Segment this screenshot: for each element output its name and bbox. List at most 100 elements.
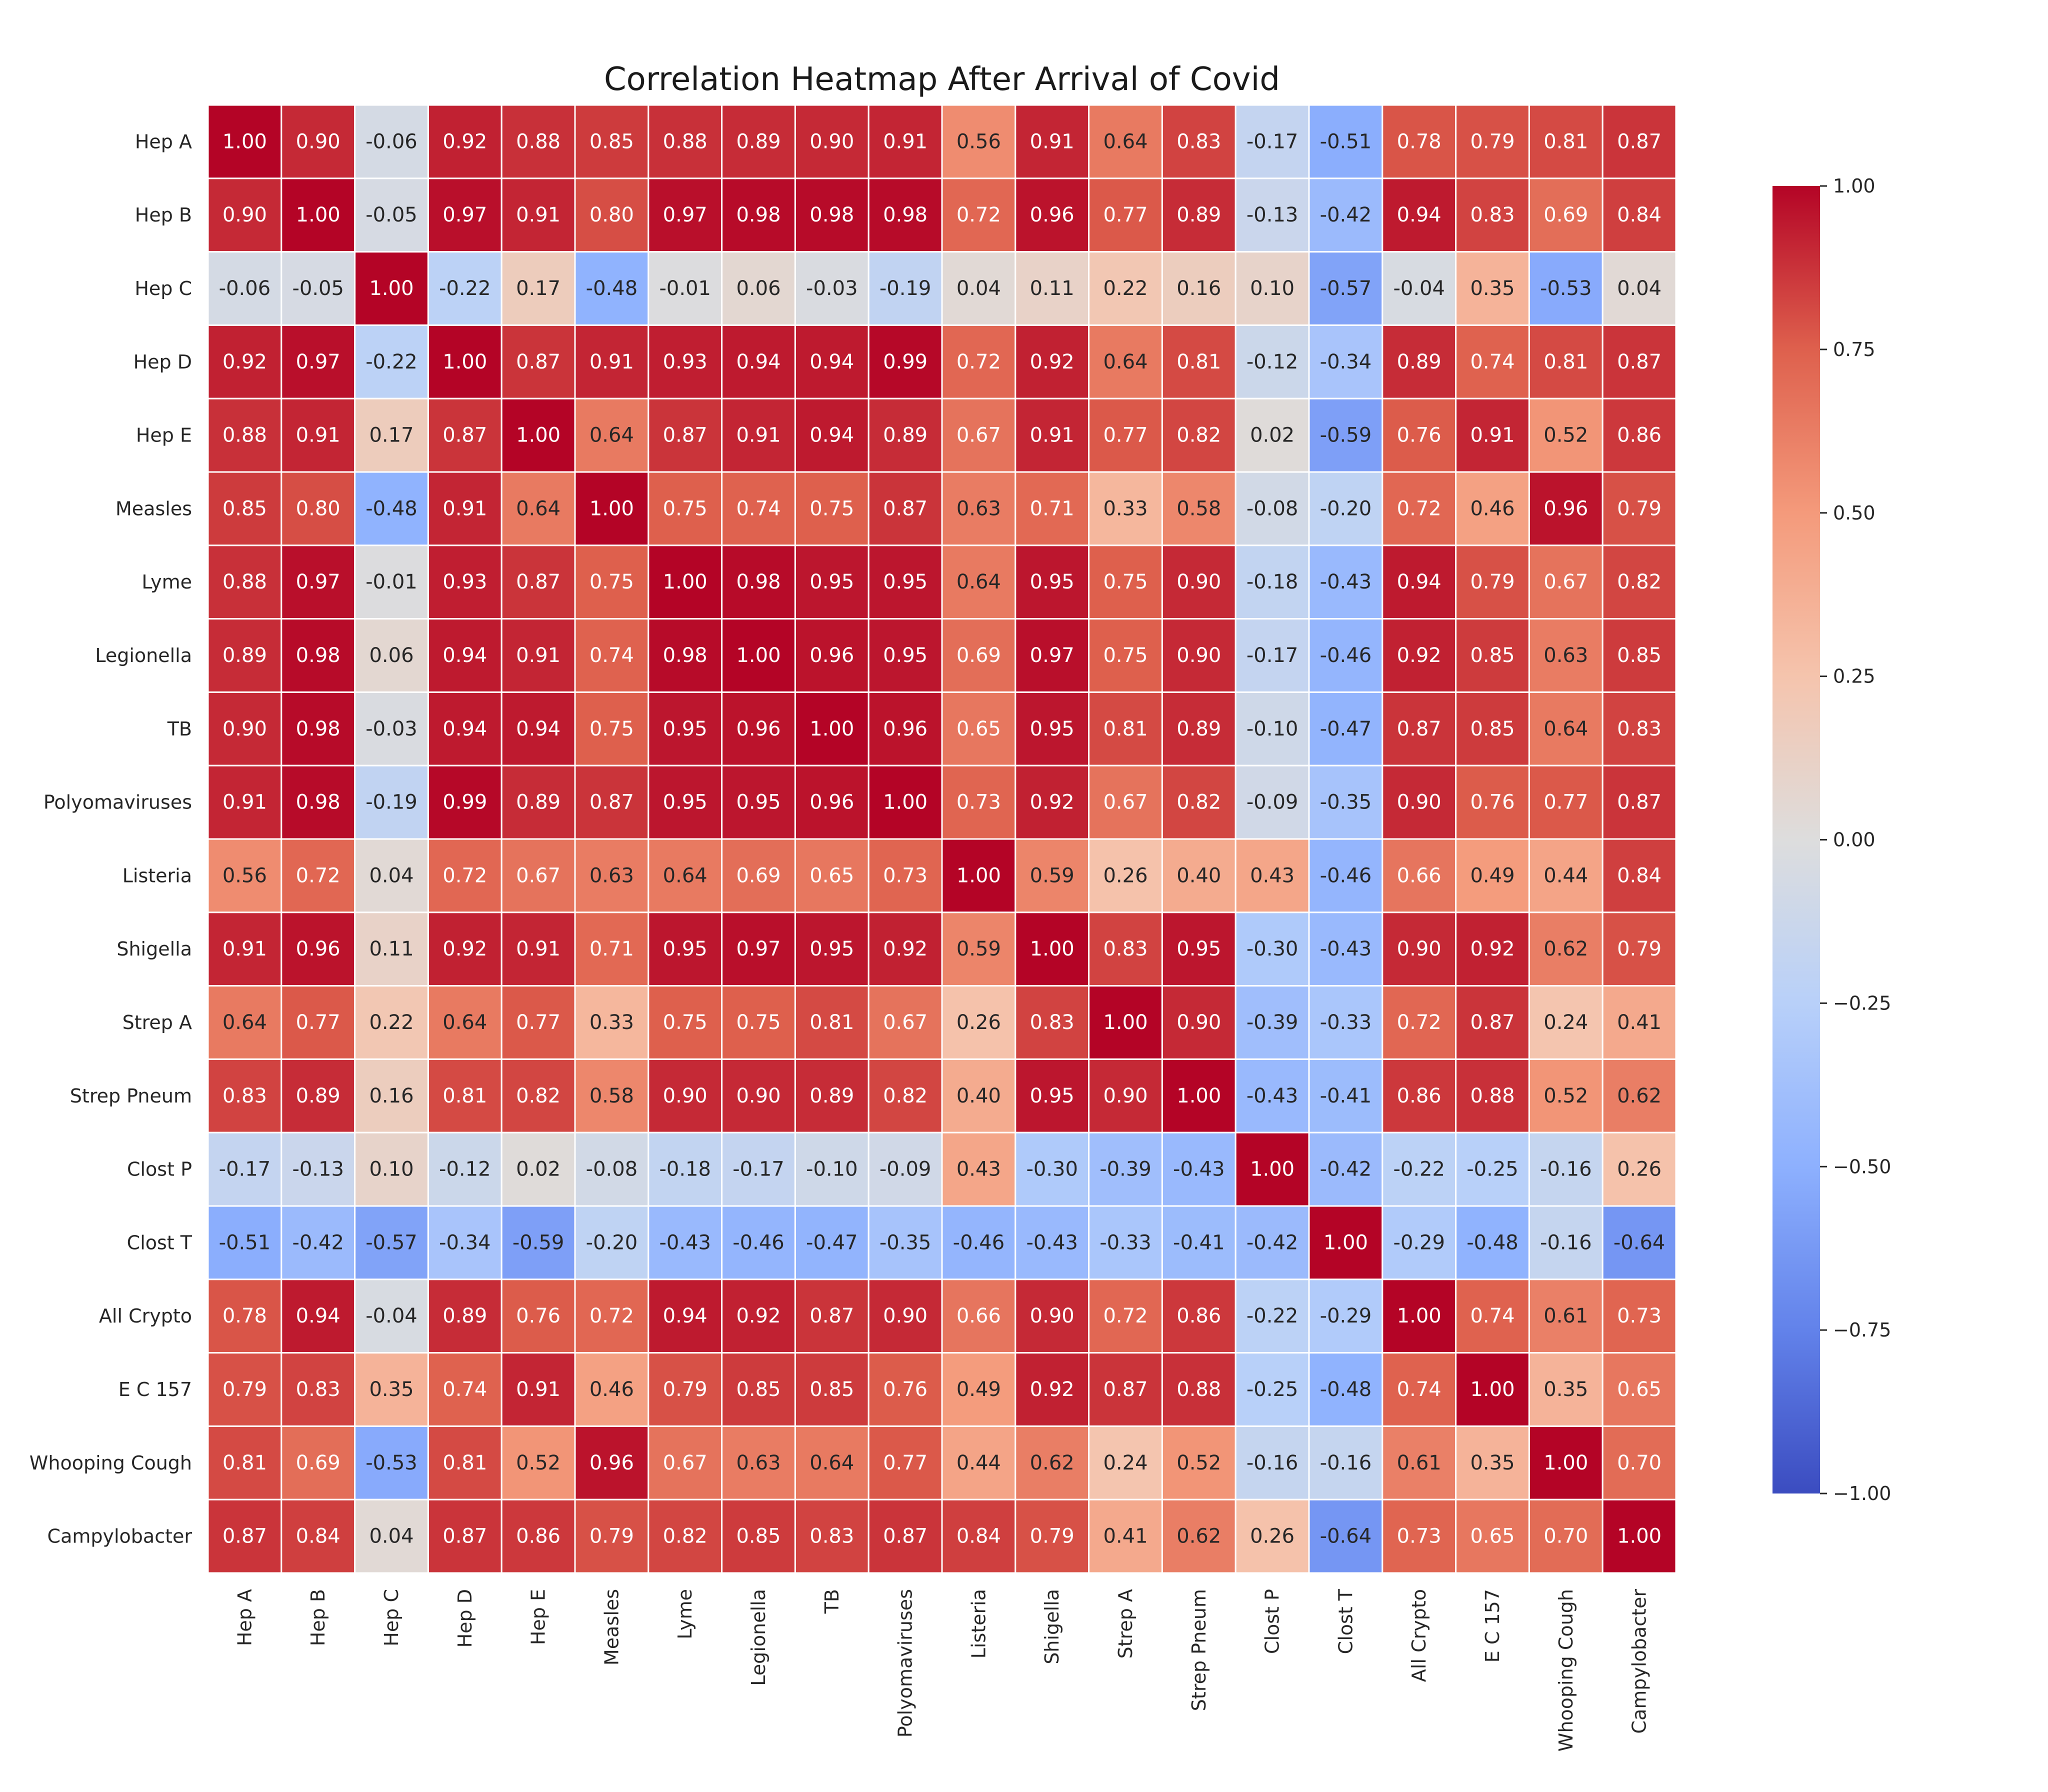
cell-label-measles-strep-a: 0.33 bbox=[1103, 497, 1148, 520]
cell-label-lyme-measles: 0.75 bbox=[590, 570, 634, 594]
cell-label-clost-t-hep-c: -0.57 bbox=[366, 1231, 418, 1254]
cell-label-listeria-tb: 0.65 bbox=[810, 864, 854, 887]
cell-label-e-c-157-hep-a: 0.79 bbox=[222, 1378, 267, 1401]
cell-label-clost-t-legionella: -0.46 bbox=[732, 1231, 784, 1254]
cell-label-strep-a-tb: 0.81 bbox=[810, 1011, 854, 1034]
cell-measles-listeria bbox=[941, 471, 1016, 546]
cell-label-clost-p-measles: -0.08 bbox=[586, 1158, 638, 1181]
cell-label-strep-pneum-tb: 0.89 bbox=[810, 1084, 854, 1108]
cell-e-c-157-legionella bbox=[721, 1352, 796, 1427]
cell-label-clost-p-lyme: -0.18 bbox=[659, 1158, 711, 1181]
cell-label-hep-a-clost-t: -0.51 bbox=[1320, 130, 1372, 153]
cell-campylobacter-hep-b bbox=[280, 1498, 356, 1574]
cell-label-legionella-hep-d: 0.94 bbox=[442, 644, 487, 667]
cell-strep-pneum-strep-a bbox=[1088, 1058, 1163, 1134]
cell-clost-p-hep-e bbox=[500, 1132, 576, 1207]
cell-hep-e-lyme bbox=[648, 398, 723, 473]
cell-lyme-legionella bbox=[721, 544, 796, 620]
cell-e-c-157-campylobacter bbox=[1602, 1352, 1677, 1427]
cell-hep-c-clost-t bbox=[1308, 251, 1384, 326]
cell-label-all-crypto-tb: 0.87 bbox=[810, 1304, 854, 1328]
cell-hep-a-legionella bbox=[721, 104, 796, 180]
cell-strep-a-listeria bbox=[941, 985, 1016, 1060]
cell-hep-a-tb bbox=[794, 104, 870, 180]
cell-label-hep-a-hep-b: 0.90 bbox=[296, 130, 340, 153]
cell-label-measles-measles: 1.00 bbox=[590, 497, 634, 520]
cell-polyomaviruses-campylobacter bbox=[1602, 764, 1677, 840]
cell-shigella-measles bbox=[574, 912, 650, 987]
cell-label-hep-c-clost-p: 0.10 bbox=[1250, 277, 1294, 300]
cell-label-strep-a-whooping-cough: 0.24 bbox=[1544, 1011, 1588, 1034]
cell-strep-pneum-hep-b bbox=[280, 1058, 356, 1134]
cell-clost-p-strep-pneum bbox=[1161, 1132, 1236, 1207]
cell-label-whooping-cough-hep-a: 0.81 bbox=[222, 1452, 267, 1474]
colorbar-tick-label: 1.00 bbox=[1833, 175, 1876, 197]
cell-whooping-cough-strep-a bbox=[1088, 1425, 1163, 1500]
cell-polyomaviruses-polyomaviruses bbox=[868, 764, 943, 840]
cell-hep-d-hep-b bbox=[280, 324, 356, 400]
row-label-measles: Measles bbox=[116, 498, 192, 520]
cell-strep-a-measles bbox=[574, 985, 650, 1060]
cell-hep-e-e-c-157 bbox=[1455, 398, 1530, 473]
cell-label-legionella-clost-t: -0.46 bbox=[1320, 644, 1372, 667]
cell-label-lyme-clost-t: -0.43 bbox=[1320, 570, 1372, 594]
cell-tb-whooping-cough bbox=[1528, 691, 1604, 766]
cell-e-c-157-hep-b bbox=[280, 1352, 356, 1427]
cell-label-polyomaviruses-listeria: 0.73 bbox=[956, 791, 1001, 814]
cell-label-lyme-shigella: 0.95 bbox=[1030, 570, 1074, 594]
cell-label-hep-c-hep-c: 1.00 bbox=[369, 277, 414, 300]
cell-label-legionella-shigella: 0.97 bbox=[1030, 644, 1074, 667]
cell-label-hep-e-tb: 0.94 bbox=[810, 424, 854, 447]
cell-label-e-c-157-polyomaviruses: 0.76 bbox=[883, 1378, 928, 1401]
cell-label-hep-d-measles: 0.91 bbox=[590, 350, 634, 374]
cell-label-hep-e-lyme: 0.87 bbox=[663, 424, 708, 447]
cell-label-strep-a-hep-e: 0.77 bbox=[516, 1011, 560, 1034]
cell-label-measles-clost-t: -0.20 bbox=[1320, 497, 1372, 520]
cell-label-lyme-whooping-cough: 0.67 bbox=[1544, 570, 1588, 594]
cell-label-hep-d-legionella: 0.94 bbox=[736, 350, 780, 374]
cell-strep-pneum-measles bbox=[574, 1058, 650, 1134]
cell-label-hep-c-hep-b: -0.05 bbox=[292, 277, 344, 300]
row-label-lyme: Lyme bbox=[142, 571, 192, 593]
cell-label-legionella-measles: 0.74 bbox=[590, 644, 634, 667]
cell-whooping-cough-campylobacter bbox=[1602, 1425, 1677, 1500]
cell-all-crypto-whooping-cough bbox=[1528, 1278, 1604, 1354]
cell-label-campylobacter-strep-a: 0.41 bbox=[1103, 1525, 1148, 1548]
cell-label-legionella-all-crypto: 0.92 bbox=[1397, 644, 1442, 667]
cell-hep-a-polyomaviruses bbox=[868, 104, 943, 180]
cell-label-campylobacter-lyme: 0.82 bbox=[663, 1525, 708, 1548]
cell-label-lyme-tb: 0.95 bbox=[810, 570, 854, 594]
cell-label-polyomaviruses-e-c-157: 0.76 bbox=[1470, 791, 1514, 814]
cell-label-hep-c-tb: -0.03 bbox=[806, 277, 858, 300]
cell-label-polyomaviruses-hep-c: -0.19 bbox=[366, 791, 418, 814]
cell-label-e-c-157-shigella: 0.92 bbox=[1030, 1378, 1074, 1401]
cell-clost-p-lyme bbox=[648, 1132, 723, 1207]
cell-label-all-crypto-hep-e: 0.76 bbox=[516, 1304, 560, 1328]
cell-label-campylobacter-shigella: 0.79 bbox=[1030, 1525, 1074, 1548]
colorbar-tick-label: −1.00 bbox=[1833, 1482, 1891, 1504]
cell-label-clost-p-whooping-cough: -0.16 bbox=[1540, 1158, 1592, 1181]
cell-label-legionella-clost-p: -0.17 bbox=[1246, 644, 1298, 667]
colorbar-tick-label: 0.50 bbox=[1833, 502, 1876, 524]
cell-label-shigella-measles: 0.71 bbox=[590, 938, 634, 960]
column-label-strep-pneum: Strep Pneum bbox=[1188, 1589, 1210, 1711]
cell-legionella-measles bbox=[574, 618, 650, 693]
cell-label-tb-tb: 1.00 bbox=[810, 718, 854, 740]
cell-label-e-c-157-clost-t: -0.48 bbox=[1320, 1378, 1372, 1401]
cell-hep-c-hep-e bbox=[500, 251, 576, 326]
cell-hep-a-hep-b bbox=[280, 104, 356, 180]
cell-label-whooping-cough-e-c-157: 0.35 bbox=[1470, 1452, 1514, 1474]
cell-shigella-hep-d bbox=[427, 912, 502, 987]
cell-whooping-cough-polyomaviruses bbox=[868, 1425, 943, 1500]
cell-label-listeria-measles: 0.63 bbox=[590, 864, 634, 887]
cell-label-whooping-cough-all-crypto: 0.61 bbox=[1397, 1452, 1442, 1474]
cell-hep-d-whooping-cough bbox=[1528, 324, 1604, 400]
cell-label-campylobacter-polyomaviruses: 0.87 bbox=[883, 1525, 928, 1548]
cell-label-hep-d-hep-e: 0.87 bbox=[516, 350, 560, 374]
cell-label-clost-p-campylobacter: 0.26 bbox=[1617, 1158, 1662, 1181]
cell-label-hep-b-strep-a: 0.77 bbox=[1103, 204, 1148, 226]
cell-label-e-c-157-strep-pneum: 0.88 bbox=[1176, 1378, 1221, 1401]
cell-hep-b-hep-d bbox=[427, 178, 502, 253]
cell-label-listeria-clost-t: -0.46 bbox=[1320, 864, 1372, 887]
